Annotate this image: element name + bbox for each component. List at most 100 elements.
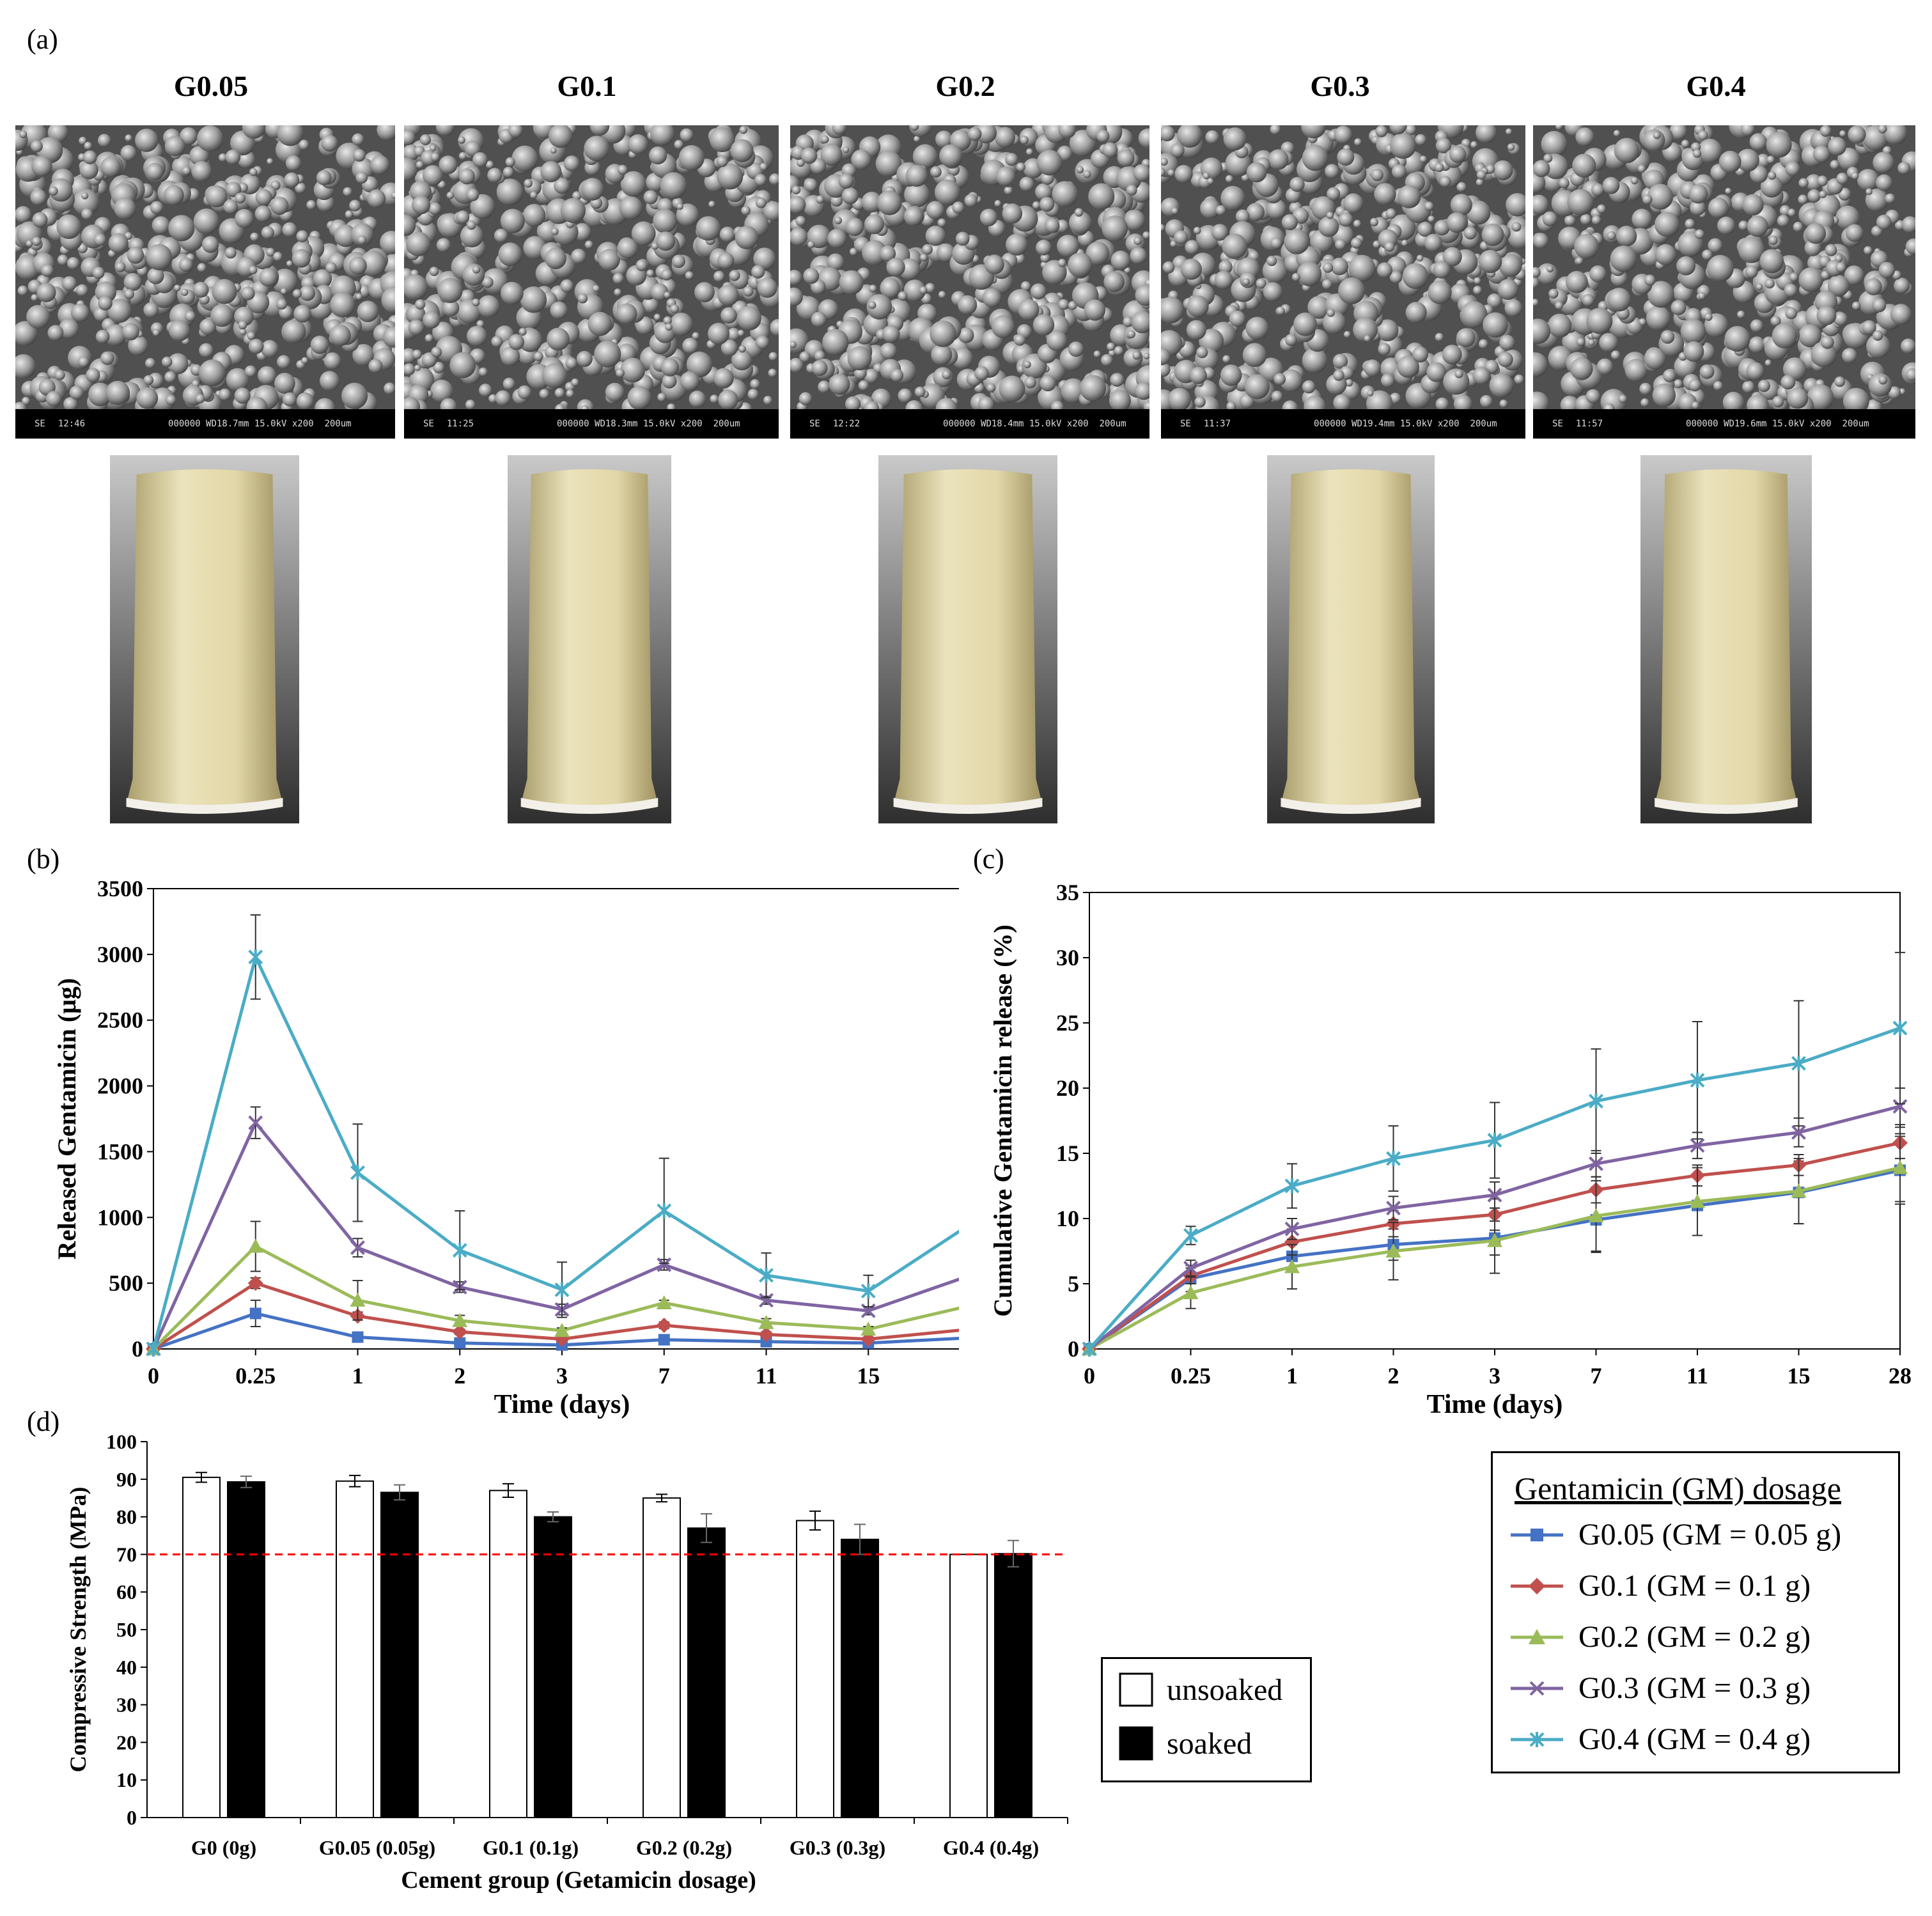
bar-legend: unsoaked soaked	[1101, 1657, 1312, 1782]
error-bar	[809, 1510, 821, 1531]
cylinder-photo-g02	[878, 455, 1057, 823]
sem-time: 11:57	[1575, 419, 1603, 429]
sample-title-g03: G0.3	[1310, 70, 1370, 102]
data-point	[861, 1331, 876, 1347]
legend-item-g01: G0.1 (GM = 0.1 g)	[1508, 1568, 1811, 1603]
soaked-bar	[227, 1481, 265, 1818]
sem-params: 000000 WD18.7mm 15.0kV x200 200um	[168, 419, 352, 429]
y-tick-label: 100	[106, 1430, 137, 1453]
y-tick-label: 2500	[97, 1008, 143, 1033]
data-point	[248, 1115, 263, 1130]
unsoaked-bar	[949, 1554, 988, 1818]
x-tick-label: 1	[352, 1363, 364, 1389]
chart-compressive-strength: 0 10 20 30 40 50 60 70 80 90 100 G0 (0g) G0.05 (0.05…	[65, 1430, 1068, 1894]
cylinder-photo-g005	[110, 455, 299, 823]
x-tick-label: 15	[1788, 1363, 1811, 1389]
y-axis-label: Released Gentamicin (μg)	[52, 978, 81, 1259]
data-point	[247, 1275, 263, 1291]
x-tick-label: 2	[1388, 1363, 1399, 1389]
legend-marker-diamond-icon	[1511, 1577, 1563, 1594]
data-point	[1082, 1341, 1097, 1357]
y-tick-label: 2000	[97, 1073, 143, 1099]
panel-label-a: (a)	[27, 24, 58, 55]
cylinder-photo-g04	[1640, 455, 1812, 823]
cement-cylinder	[893, 469, 1043, 811]
y-tick-label: 3500	[97, 876, 143, 901]
legend-marker-star-icon	[1511, 1731, 1563, 1747]
y-tick-label: 5	[1068, 1271, 1079, 1297]
data-point	[1386, 1201, 1401, 1216]
cement-cylinder	[1655, 469, 1798, 811]
legend-label: G0.3 (GM = 0.3 g)	[1578, 1671, 1811, 1705]
sem-info-bar: SE 11:57 000000 WD19.6mm 15.0kV x200 200um	[1533, 409, 1915, 439]
data-point	[247, 1238, 263, 1253]
unsoaked-swatch-icon	[1119, 1672, 1153, 1707]
error-bar	[240, 1476, 252, 1488]
series-G0.3	[1082, 1087, 1908, 1357]
series-G0.4	[146, 914, 959, 1357]
data-point	[554, 1282, 570, 1298]
sem-particles	[404, 125, 779, 409]
legend-label: G0.2 (GM = 0.2 g)	[1578, 1620, 1811, 1654]
x-tick-label: 11	[755, 1363, 777, 1389]
cylinder-base	[1655, 798, 1798, 814]
cylinder-illustration	[110, 455, 299, 823]
legend-item-g02: G0.2 (GM = 0.2 g)	[1508, 1619, 1811, 1655]
data-point	[146, 1341, 161, 1357]
data-point	[1690, 1138, 1705, 1153]
panel-label-d: (d)	[27, 1406, 60, 1437]
data-point	[350, 1240, 365, 1256]
sem-time: 11:37	[1203, 419, 1231, 429]
x-tick-label: 7	[658, 1363, 670, 1389]
sem-image-g01: SE 11:25 000000 WD18.3mm 15.0kV x200 200um	[404, 125, 779, 439]
x-tick-label: 28	[1889, 1363, 1912, 1389]
data-point	[1690, 1194, 1705, 1208]
legend-label: G0.05 (GM = 0.05 g)	[1578, 1518, 1842, 1552]
data-point	[1589, 1093, 1603, 1109]
y-tick-label: 500	[109, 1270, 143, 1296]
sem-mode: SE	[1180, 419, 1191, 429]
sem-mode: SE	[35, 419, 45, 429]
data-point	[248, 949, 263, 965]
data-point	[1892, 1160, 1908, 1174]
sem-mode: SE	[423, 419, 434, 429]
error-bar	[547, 1511, 559, 1523]
x-tick-label: 1	[1286, 1363, 1298, 1389]
data-point	[1588, 1208, 1604, 1222]
data-point	[350, 1165, 365, 1181]
x-axis-label: Time (days)	[494, 1390, 630, 1419]
sem-particles	[1533, 125, 1915, 409]
data-point	[861, 1283, 876, 1299]
sem-mode: SE	[1552, 419, 1563, 429]
data-point	[352, 1331, 364, 1343]
line-legend: Gentamicin (GM) dosage G0.05 (GM = 0.05 …	[1491, 1451, 1900, 1773]
cement-cylinder	[126, 469, 283, 811]
error-bar	[196, 1472, 207, 1483]
sem-image-g03: SE 11:37 000000 WD19.4mm 15.0kV x200 200um	[1161, 125, 1525, 439]
cement-cylinder	[1281, 469, 1421, 811]
cylinder-photo-g03	[1267, 455, 1435, 823]
sample-title-g04: G0.4	[1686, 70, 1746, 102]
data-point	[1791, 1055, 1806, 1071]
soaked-bar	[687, 1527, 726, 1819]
legend-marker-x-icon	[1511, 1681, 1563, 1695]
y-tick-label: 10	[116, 1768, 137, 1791]
data-point	[452, 1312, 468, 1327]
x-tick-label: 0.25	[235, 1363, 276, 1389]
x-tick-label: G0.3 (0.3g)	[790, 1836, 885, 1859]
data-point	[1183, 1227, 1198, 1243]
x-tick-label: G0.4 (0.4g)	[943, 1836, 1039, 1859]
sem-image-g04: SE 11:57 000000 WD19.6mm 15.0kV x200 200um	[1533, 125, 1915, 439]
data-point	[657, 1203, 672, 1219]
cylinder-illustration	[508, 455, 671, 823]
sem-params: 000000 WD18.4mm 15.0kV x200 200um	[943, 419, 1126, 429]
x-tick-label: 0	[1084, 1363, 1095, 1389]
data-point	[658, 1334, 670, 1346]
sem-params: 000000 WD19.6mm 15.0kV x200 200um	[1686, 419, 1869, 429]
data-point	[656, 1295, 672, 1309]
cylinder-illustration	[1640, 455, 1812, 823]
x-tick-label: 11	[1687, 1363, 1708, 1389]
data-point	[1690, 1072, 1705, 1088]
legend-label: soaked	[1167, 1726, 1252, 1761]
sem-particles	[15, 125, 395, 409]
